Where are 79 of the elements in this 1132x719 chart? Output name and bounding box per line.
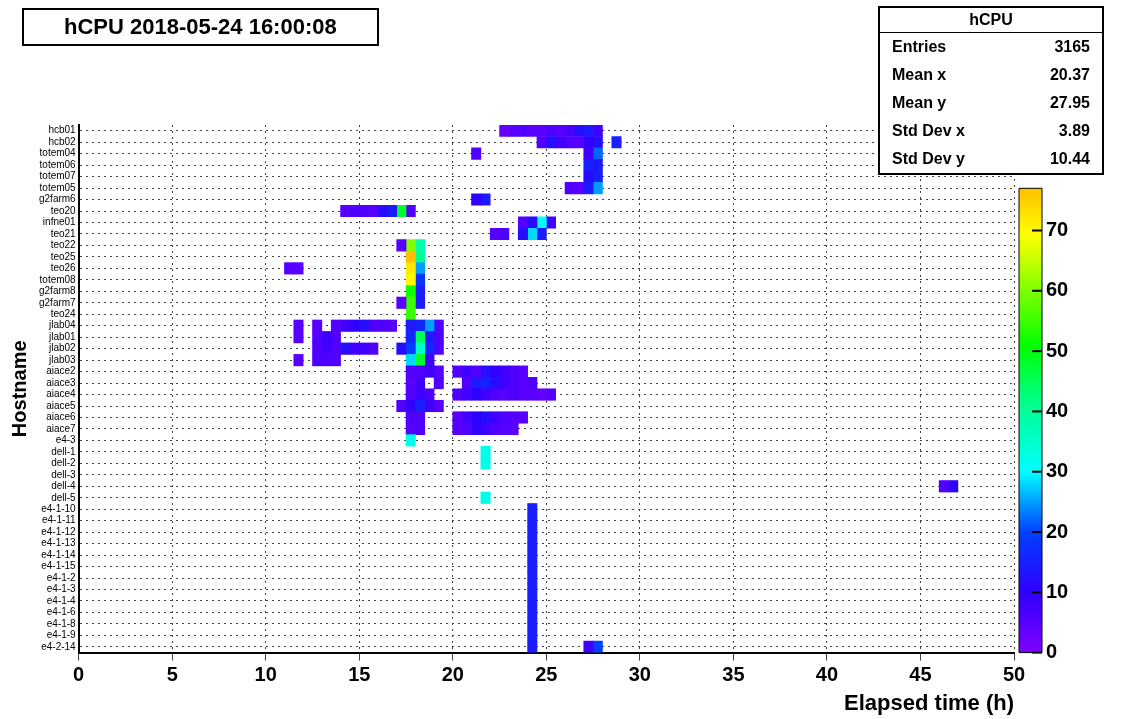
- annotation: Std Dev x: [892, 122, 965, 140]
- y-tick-label: e4-3: [55, 434, 77, 446]
- y-tick-label: teo22: [50, 239, 77, 251]
- text: Mean y: [892, 94, 947, 112]
- annotation: Std Dev y: [892, 150, 965, 168]
- y-tick-label: teo26: [50, 262, 77, 274]
- y-tick-label: e4-1-13: [41, 537, 77, 549]
- x-tick-label: 25: [535, 663, 558, 686]
- y-tick-label: hcb02: [48, 135, 77, 147]
- y-tick-label: dell-5: [51, 491, 77, 503]
- text: Entries: [892, 38, 947, 56]
- y-tick-label: aiace3: [46, 376, 77, 388]
- y-tick-label: e4-1-4: [46, 594, 77, 606]
- y-tick-label: aiace6: [46, 411, 77, 423]
- color-bar-label: 30: [1046, 459, 1069, 482]
- color-bar-label: 10: [1046, 579, 1069, 602]
- y-tick-label: e4-1-8: [46, 617, 77, 629]
- x-tick-label: 35: [722, 663, 745, 686]
- y-tick-label: g2farm7: [39, 296, 77, 308]
- y-tick-label: totem07: [39, 170, 77, 182]
- y-tick-label: dell-4: [51, 480, 77, 492]
- text: 3165: [1054, 38, 1090, 56]
- y-tick-label: e4-1-15: [41, 560, 77, 572]
- x-tick-label: 10: [254, 663, 277, 686]
- y-tick-label: e4-2-14: [41, 640, 77, 652]
- y-tick-label: totem04: [39, 147, 77, 159]
- text: hCPU: [880, 8, 1102, 33]
- y-tick-label: dell-2: [51, 457, 77, 469]
- y-tick-label: aiace7: [46, 422, 77, 434]
- x-tick-label: 40: [815, 663, 839, 686]
- x-tick-label: 15: [348, 663, 371, 686]
- text: 20.37: [1049, 66, 1090, 84]
- y-tick-label: hcb01: [48, 124, 77, 136]
- y-tick-label: g2farm8: [39, 285, 77, 297]
- y-tick-label: e4-1-2: [46, 571, 77, 583]
- y-tick-label: teo20: [50, 204, 77, 216]
- text: 27.95: [1049, 94, 1090, 112]
- y-tick-label: totem05: [39, 181, 77, 193]
- y-tick-label: totem08: [39, 273, 77, 285]
- y-tick-label: aiace2: [46, 365, 77, 377]
- color-bar-label: 70: [1046, 218, 1069, 241]
- y-tick-label: jlab03: [47, 353, 77, 365]
- y-axis-title: Hostname: [7, 340, 30, 438]
- y-tick-label: aiace4: [46, 388, 77, 400]
- y-tick-label: e4-1-11: [41, 514, 77, 526]
- y-tick-label: jlab01: [47, 330, 77, 342]
- y-tick-label: teo25: [50, 250, 77, 262]
- y-tick-label: e4-1-9: [46, 629, 77, 641]
- y-tick-label: jlab02: [47, 342, 77, 354]
- y-tick-label: e4-1-14: [41, 548, 77, 560]
- y-tick-label: jlab04: [47, 319, 77, 331]
- color-bar-label: 50: [1046, 338, 1069, 361]
- text: Mean x: [892, 66, 947, 84]
- chart-title: hCPU 2018-05-24 16:00:08: [22, 8, 379, 46]
- y-tick-label: teo21: [50, 227, 77, 239]
- y-tick-label: dell-3: [51, 468, 77, 480]
- x-tick-label: 45: [909, 663, 932, 686]
- x-tick-label: 20: [441, 663, 464, 686]
- y-tick-label: e4-1-6: [46, 606, 77, 618]
- x-tick-label: 50: [1002, 663, 1026, 686]
- x-tick-label: 30: [628, 663, 651, 686]
- x-tick-label: 0: [73, 663, 85, 686]
- x-tick-label: 5: [166, 663, 178, 686]
- y-tick-label: aiace5: [46, 399, 77, 411]
- y-tick-label: infne01: [42, 216, 77, 228]
- color-bar-label: 40: [1046, 398, 1069, 421]
- text: 3.89: [1058, 122, 1090, 140]
- color-bar-label: 20: [1046, 519, 1069, 542]
- y-tick-label: dell-1: [51, 445, 77, 457]
- color-bar-label: 60: [1046, 278, 1069, 301]
- text: 10.44: [1049, 150, 1090, 168]
- y-tick-label: e4-1-3: [46, 583, 77, 595]
- y-tick-label: g2farm6: [39, 193, 77, 205]
- color-bar-label: 0: [1046, 640, 1058, 663]
- y-tick-label: teo24: [50, 308, 77, 319]
- y-tick-label: e4-1-12: [41, 525, 77, 537]
- y-tick-label: e4-1-10: [41, 502, 77, 514]
- y-tick-label: totem06: [39, 158, 77, 170]
- x-axis-title: Elapsed time (h): [844, 689, 1014, 715]
